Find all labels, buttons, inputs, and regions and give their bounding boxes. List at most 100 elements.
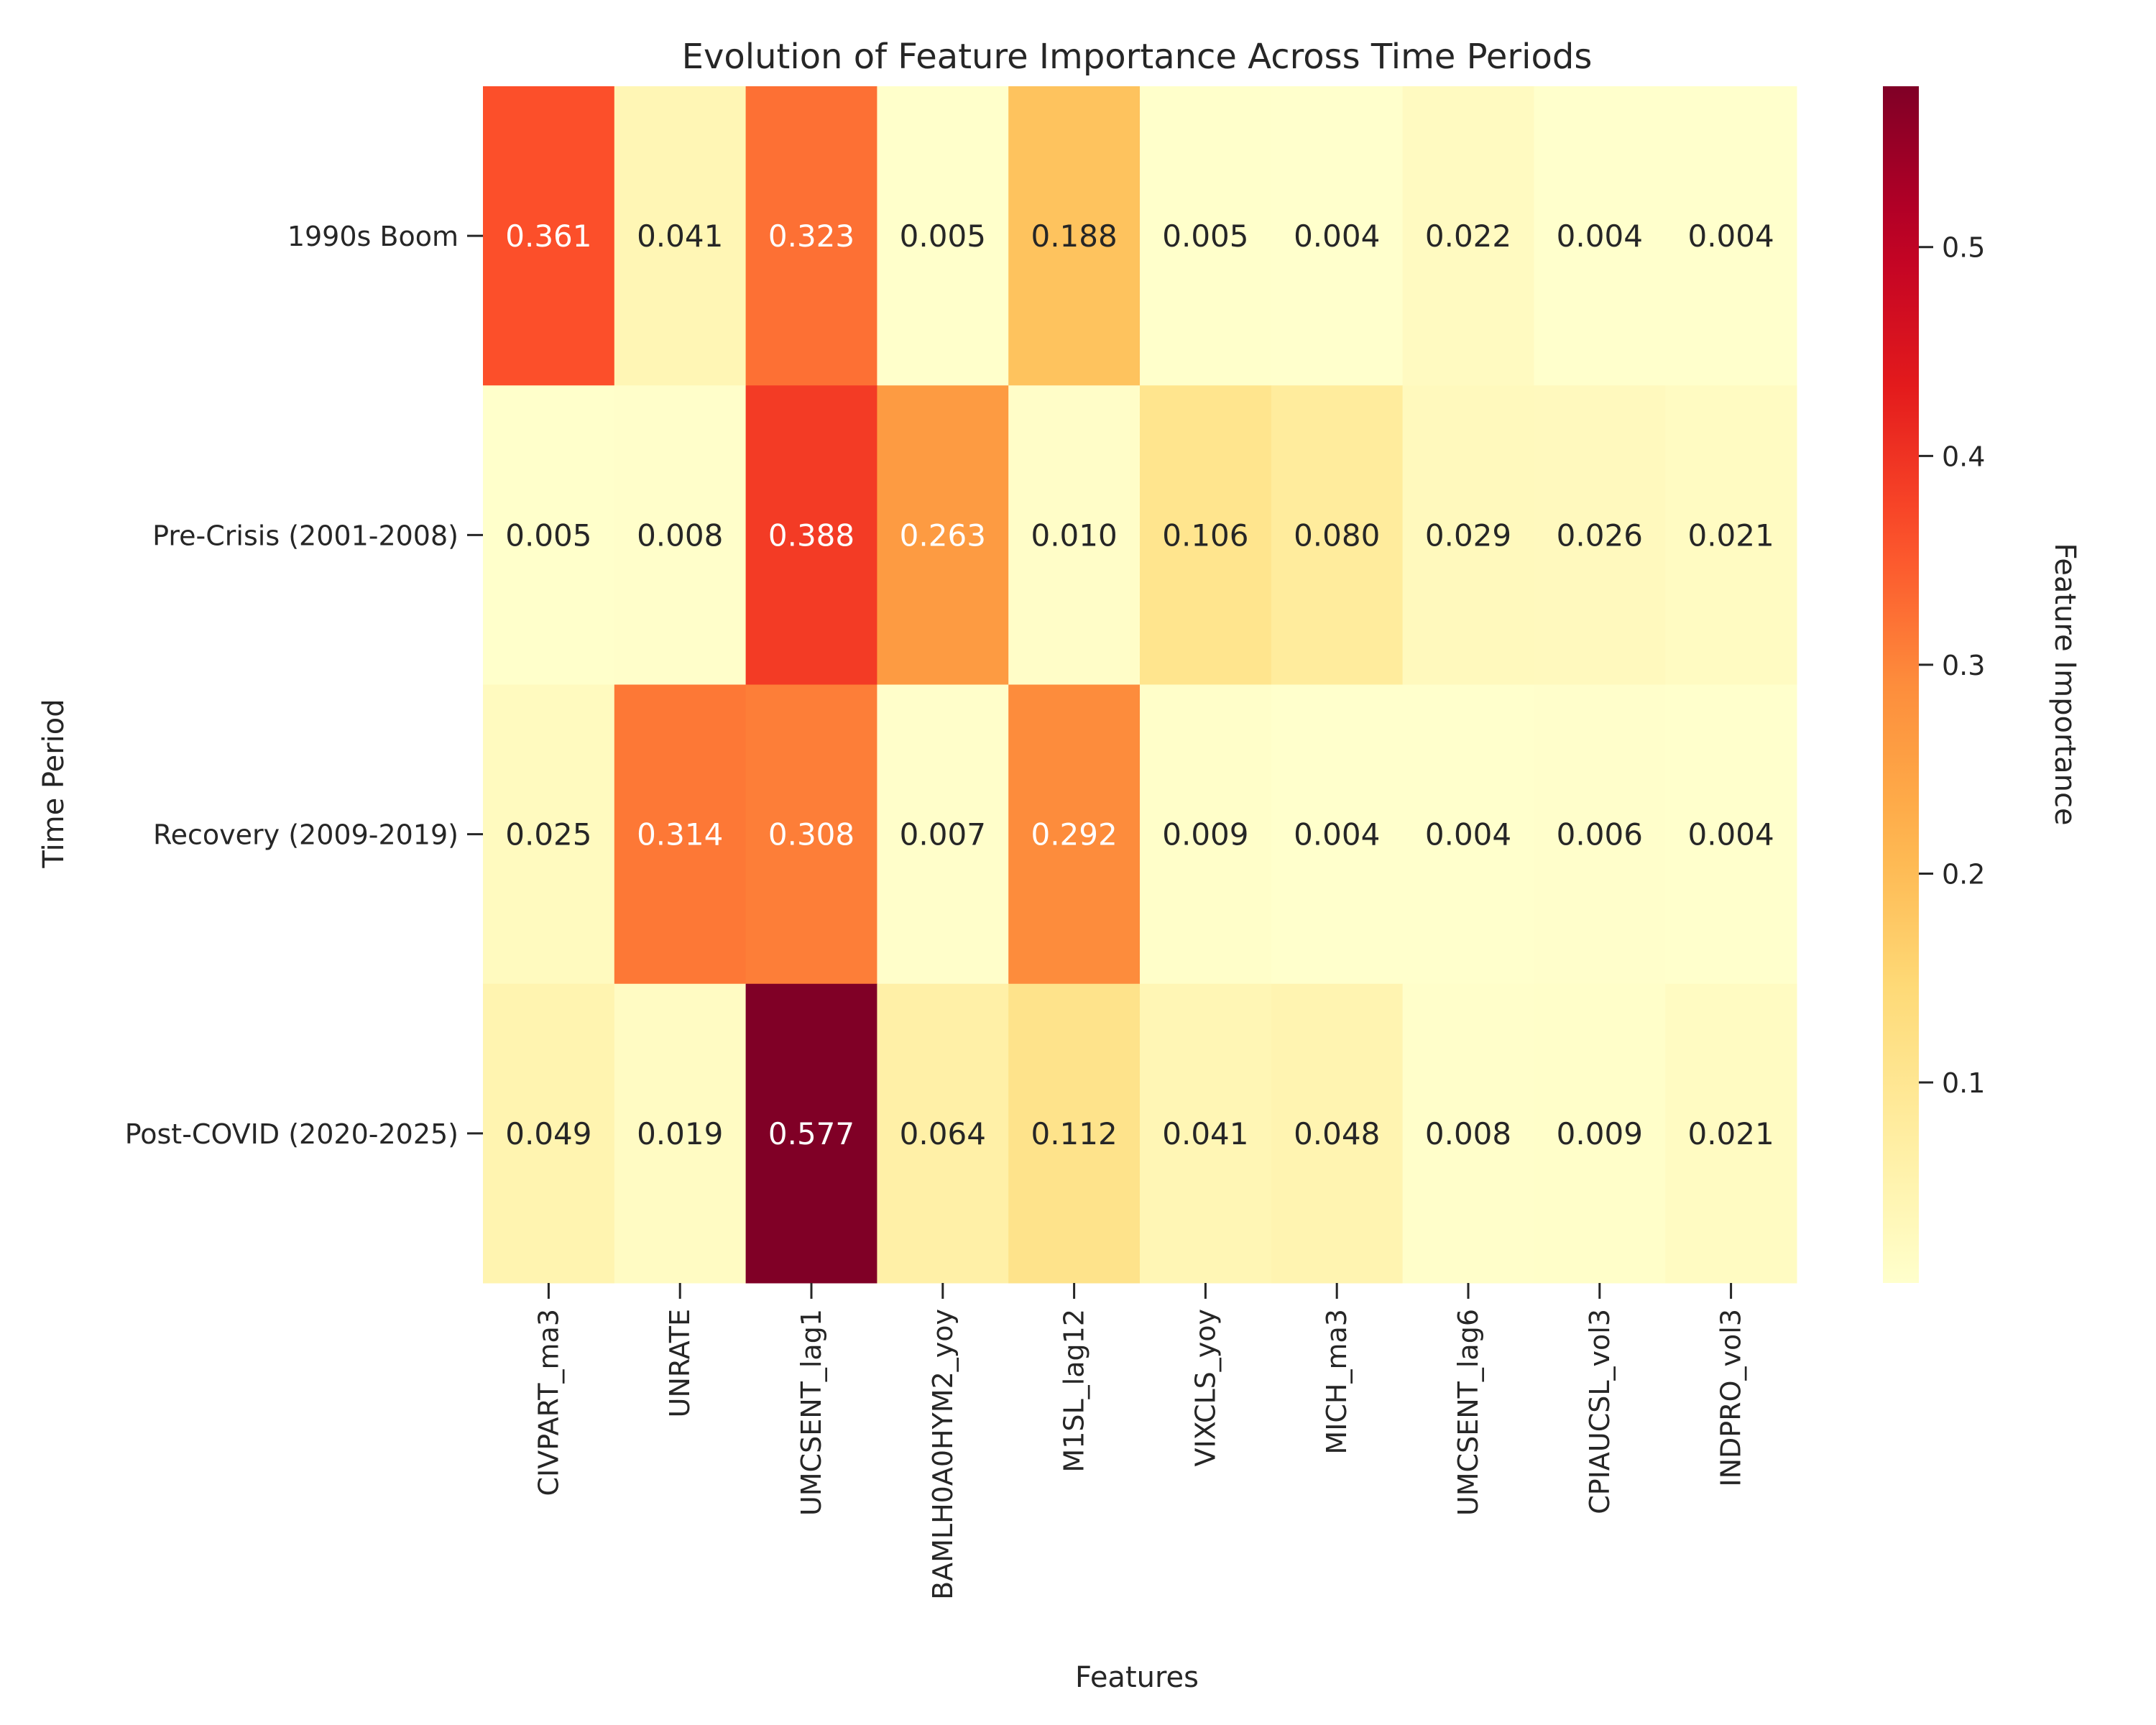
cell-value-label: 0.080 [1294,518,1380,553]
heatmap-cell [1534,983,1666,1284]
cell-value-label: 0.004 [1294,218,1380,254]
colorbar-label: Feature Importance [2048,543,2081,825]
cell-value-label: 0.005 [1162,218,1248,254]
heatmap-cell [745,385,877,685]
y-tick-label: Post-COVID (2020-2025) [125,1118,459,1150]
heatmap-cell [1140,983,1272,1284]
x-tick-label: VIXCLS_yoy [1189,1309,1221,1467]
heatmap-cell [483,385,615,685]
cell-value-label: 0.049 [505,1116,591,1151]
heatmap-cell [1008,983,1141,1284]
cell-value-label: 0.106 [1162,518,1248,553]
cell-value-label: 0.010 [1031,518,1117,553]
heatmap-cell [1402,86,1534,386]
heatmap-cell [1140,385,1272,685]
x-tick-label: MICH_ma3 [1321,1309,1353,1455]
y-tick-label: 1990s Boom [287,221,459,252]
cell-value-label: 0.008 [1425,1116,1511,1151]
cell-value-label: 0.004 [1557,218,1643,254]
cell-value-label: 0.292 [1031,817,1117,852]
heatmap-cell [1271,983,1404,1284]
heatmap-cell [614,684,747,985]
heatmap-cell [1271,385,1404,685]
y-tick-label: Pre-Crisis (2001-2008) [152,520,459,551]
cell-value-label: 0.323 [768,218,854,254]
cell-value-label: 0.005 [900,218,986,254]
heatmap-value-labels: 0.361 0.041 0.323 0.005 0.188 0.005 0.004 0.022… [505,218,1774,1151]
heatmap-cell [1140,86,1272,386]
x-tick-label: INDPRO_vol3 [1715,1309,1747,1487]
heatmap-cell [1008,385,1141,685]
heatmap-cell [483,684,615,985]
cell-value-label: 0.314 [637,817,723,852]
heatmap-cell [614,983,747,1284]
heatmap-cell [1534,385,1666,685]
heatmap-cell [1665,385,1797,685]
x-tick-label: UMCSENT_lag1 [796,1309,827,1516]
cell-value-label: 0.019 [637,1116,723,1151]
x-tick-label: UMCSENT_lag6 [1452,1309,1484,1516]
cell-value-label: 0.008 [637,518,723,553]
heatmap-cell [614,385,747,685]
heatmap-cell [1665,684,1797,985]
heatmap-cell [877,86,1009,386]
cell-value-label: 0.026 [1557,518,1643,553]
heatmap-cells [483,86,1797,1284]
colorbar: 0.1 0.2 0.3 0.4 0.5 Feature Importance [1883,86,2081,1283]
heatmap-cell [1271,684,1404,985]
heatmap-cell [1534,86,1666,386]
heatmap-cell [1402,385,1534,685]
x-axis-label: Features [1075,1661,1199,1694]
heatmap-cell [877,684,1009,985]
cell-value-label: 0.006 [1557,817,1643,852]
colorbar-gradient [1883,86,1919,1283]
cell-value-label: 0.064 [900,1116,986,1151]
cell-value-label: 0.009 [1162,817,1248,852]
heatmap-cell [483,983,615,1284]
cell-value-label: 0.263 [900,518,986,553]
cell-value-label: 0.308 [768,817,854,852]
cell-value-label: 0.007 [900,817,986,852]
heatmap-cell [1008,86,1141,386]
cell-value-label: 0.112 [1031,1116,1117,1151]
colorbar-tick-label: 0.2 [1942,858,1985,890]
cell-value-label: 0.004 [1425,817,1511,852]
cell-value-label: 0.021 [1687,518,1774,553]
cell-value-label: 0.361 [505,218,591,254]
colorbar-tick-label: 0.5 [1942,232,1985,264]
heatmap-cell [1665,983,1797,1284]
cell-value-label: 0.004 [1294,817,1380,852]
chart-title: Evolution of Feature Importance Across T… [682,37,1593,77]
heatmap-cell [483,86,615,386]
heatmap-cell [877,385,1009,685]
cell-value-label: 0.188 [1031,218,1117,254]
heatmap-cell [1271,86,1404,386]
heatmap-cell [1140,684,1272,985]
cell-value-label: 0.048 [1294,1116,1380,1151]
cell-value-label: 0.004 [1687,817,1774,852]
heatmap-cell [614,86,747,386]
cell-value-label: 0.029 [1425,518,1511,553]
x-axis: CIVPART_ma3 UNRATE UMCSENT_lag1 BAMLH0A0HYM… [533,1283,1747,1600]
colorbar-ticks: 0.1 0.2 0.3 0.4 0.5 [1919,232,1985,1099]
x-tick-label: M1SL_lag12 [1059,1309,1090,1473]
x-tick-label: BAMLH0A0HYM2_yoy [927,1309,959,1600]
x-tick-label: UNRATE [664,1309,696,1417]
heatmap-cell [1402,684,1534,985]
colorbar-tick-label: 0.1 [1942,1067,1985,1099]
y-axis-label: Time Period [37,699,70,868]
heatmap-cell [1008,684,1141,985]
heatmap-cell [877,983,1009,1284]
y-tick-label: Recovery (2009-2019) [153,819,459,851]
heatmap-cell [1665,86,1797,386]
x-tick-label: CPIAUCSL_vol3 [1584,1309,1616,1514]
heatmap-cell [1534,684,1666,985]
cell-value-label: 0.022 [1425,218,1511,254]
colorbar-tick-label: 0.3 [1942,650,1985,681]
y-axis: 1990s Boom Pre-Crisis (2001-2008) Recovery… [125,221,483,1150]
colorbar-tick-label: 0.4 [1942,441,1985,472]
cell-value-label: 0.009 [1557,1116,1643,1151]
cell-value-label: 0.041 [1162,1116,1248,1151]
heatmap-cell [1402,983,1534,1284]
